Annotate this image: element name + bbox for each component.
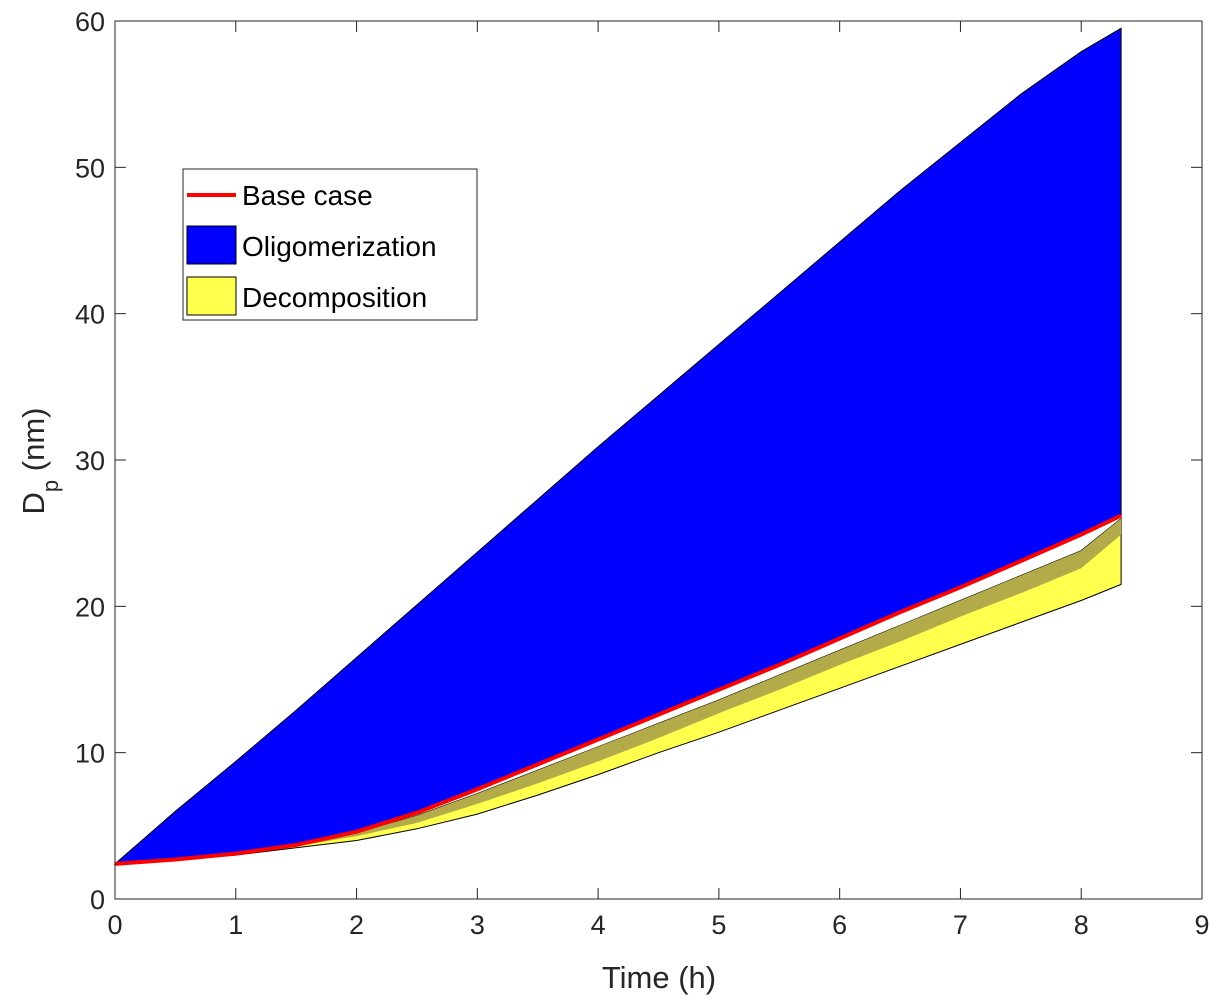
- x-tick-label: 8: [1074, 910, 1089, 940]
- legend-label-base-case: Base case: [242, 180, 373, 211]
- y-tick-label: 10: [75, 739, 105, 769]
- x-ticks: 0 1 2 3 4 5 6 7 8 9: [107, 21, 1210, 940]
- base-case-line: [114, 513, 1122, 866]
- x-axis-label: Time (h): [602, 960, 716, 995]
- legend-label-decomposition: Decomposition: [242, 282, 427, 313]
- y-tick-label: 40: [75, 300, 105, 330]
- x-tick-label: 3: [470, 910, 485, 940]
- y-axis-label-main: D: [16, 492, 51, 514]
- y-ticks: 0 10 20 30 40 50 60: [75, 7, 1202, 915]
- y-tick-label: 30: [75, 446, 105, 476]
- y-axis-label-sub: p: [38, 480, 63, 492]
- legend: Base case Oligomerization Decomposition: [182, 168, 478, 321]
- x-tick-label: 5: [711, 910, 726, 940]
- y-tick-label: 50: [75, 153, 105, 183]
- y-tick-label: 20: [75, 592, 105, 622]
- legend-swatch-decomposition: [186, 276, 237, 316]
- y-axis-label: Dp (nm): [16, 408, 63, 515]
- legend-swatch-oligomerization: [186, 225, 237, 265]
- x-tick-label: 2: [349, 910, 364, 940]
- svg-text:Dp (nm): Dp (nm): [16, 408, 63, 515]
- legend-label-oligomerization: Oligomerization: [242, 231, 437, 262]
- y-tick-label: 0: [90, 885, 105, 915]
- x-tick-label: 7: [953, 910, 968, 940]
- plot-lines: [114, 513, 1122, 866]
- x-tick-label: 4: [591, 910, 606, 940]
- y-tick-label: 60: [75, 7, 105, 37]
- x-tick-label: 0: [107, 910, 122, 940]
- x-tick-label: 6: [832, 910, 847, 940]
- x-tick-label: 9: [1194, 910, 1209, 940]
- y-axis-label-rest: (nm): [16, 408, 51, 480]
- plot-areas: [113, 27, 1122, 865]
- x-tick-label: 1: [228, 910, 243, 940]
